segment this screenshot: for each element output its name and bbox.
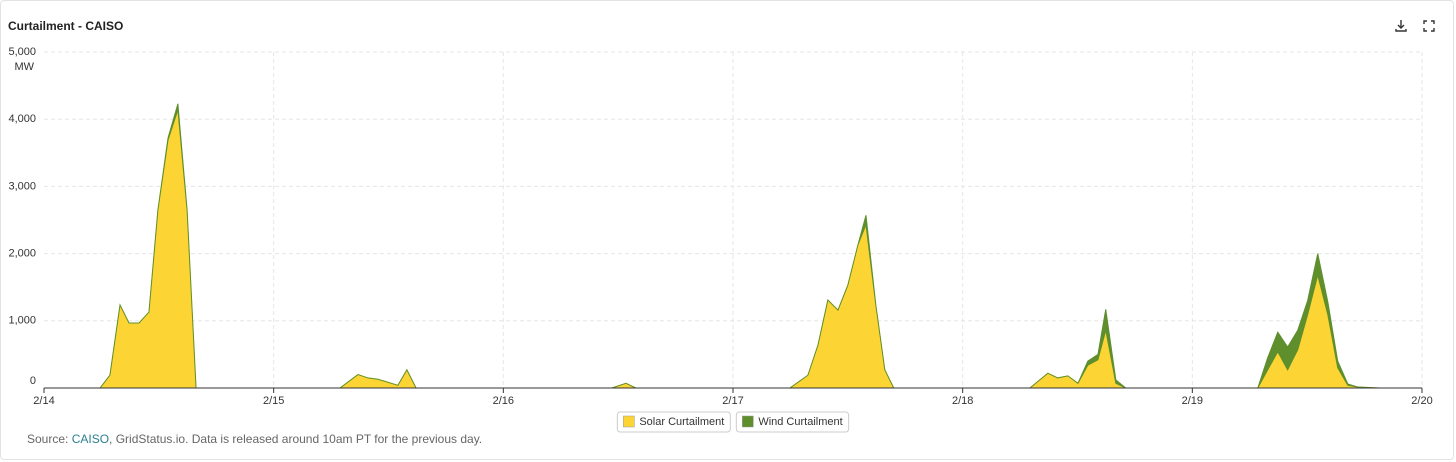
legend-swatch [742, 415, 754, 428]
x-tick-label: 2/18 [952, 395, 973, 407]
legend-label: Solar Curtailment [639, 416, 724, 428]
source-note: Source: CAISO, GridStatus.io. Data is re… [27, 432, 482, 446]
x-tick-label: 2/20 [1411, 395, 1432, 407]
legend-swatch [623, 415, 635, 428]
legend: Solar Curtailment Wind Curtailment [616, 411, 850, 433]
y-tick-label: 2,000 [8, 248, 36, 260]
x-tick-label: 2/14 [33, 395, 54, 407]
legend-label: Wind Curtailment [758, 416, 842, 428]
y-tick-label: 4,000 [8, 113, 36, 125]
legend-item: Solar Curtailment [616, 411, 731, 433]
legend-box [735, 411, 850, 433]
download-icon[interactable] [1395, 20, 1407, 32]
source-prefix: Source: [27, 432, 72, 446]
source-link[interactable]: CAISO [71, 432, 110, 446]
x-tick-label: 2/17 [722, 395, 743, 407]
y-tick-label: 5,000 [8, 46, 36, 58]
source-suffix: , GridStatus.io. Data is released around… [109, 432, 483, 446]
y-tick-label: 1,000 [8, 315, 36, 327]
x-tick-label: 2/16 [493, 395, 514, 407]
download-button[interactable] [1395, 20, 1407, 32]
legend-item: Wind Curtailment [735, 411, 850, 433]
legend-box [616, 411, 731, 433]
fullscreen-button[interactable] [1423, 20, 1435, 32]
y-axis-label: MW [14, 61, 34, 73]
x-tick-label: 2/19 [1182, 395, 1203, 407]
x-tick-label: 2/15 [263, 395, 284, 407]
y-tick-label: 0 [30, 375, 36, 387]
fullscreen-icon[interactable] [1423, 20, 1435, 32]
y-tick-label: 3,000 [8, 180, 36, 192]
chart-title: Curtailment - CAISO [8, 19, 123, 33]
